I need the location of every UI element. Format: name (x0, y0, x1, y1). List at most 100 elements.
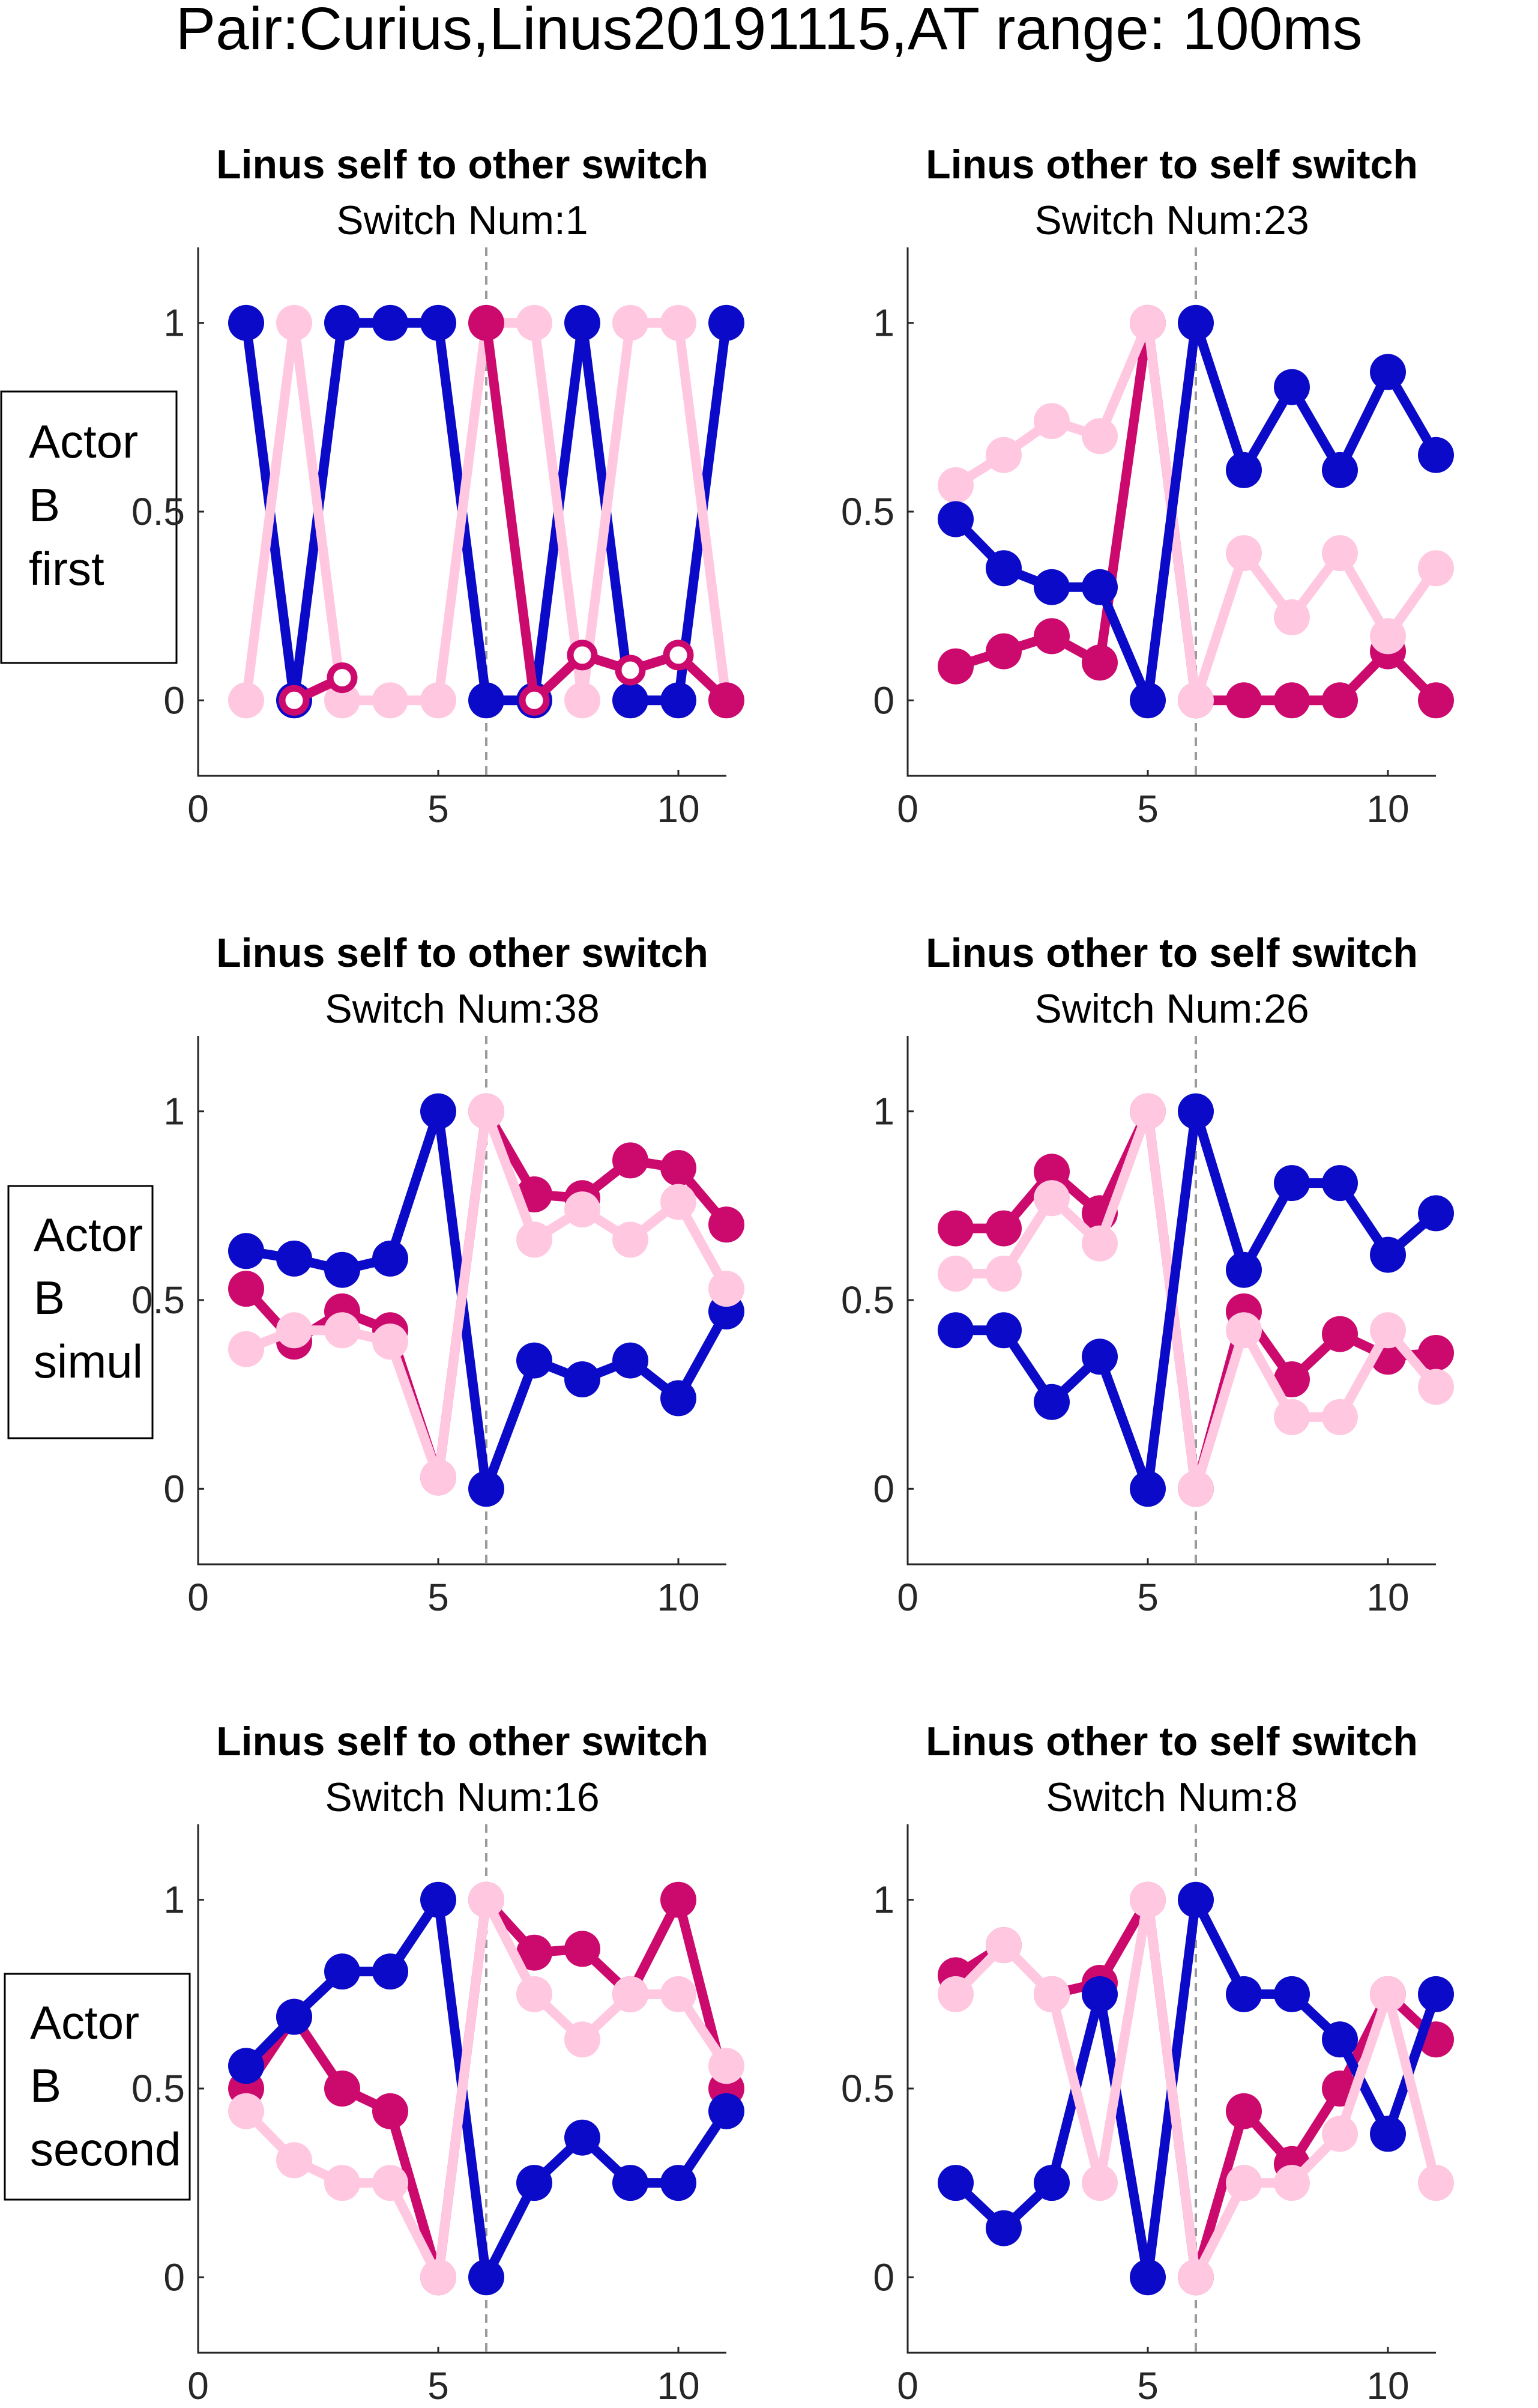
y-tick-label: 0 (873, 2255, 894, 2299)
data-point (279, 685, 310, 716)
data-point (1082, 2165, 1118, 2201)
data-point (1226, 1312, 1262, 1349)
panel-subtitle: Switch Num:16 (325, 1774, 599, 1820)
series-pink (938, 1881, 1454, 2296)
data-point (986, 2210, 1022, 2246)
data-point (519, 685, 550, 716)
data-point (1226, 535, 1262, 572)
data-point (1034, 618, 1070, 655)
series-blue (228, 1881, 744, 2296)
x-tick-label: 0 (187, 787, 209, 830)
panel-subtitle: Switch Num:26 (1034, 986, 1309, 1032)
data-point (1226, 2093, 1262, 2129)
y-tick-label: 0.5 (841, 490, 894, 533)
data-point (938, 1210, 974, 1247)
data-point (564, 1931, 600, 1967)
data-point (1082, 1339, 1118, 1375)
data-point (1274, 599, 1310, 635)
data-point (1130, 2259, 1166, 2296)
y-tick-label: 0 (873, 679, 894, 722)
data-point (324, 682, 360, 719)
data-point (1034, 2165, 1070, 2201)
data-point (1322, 1165, 1358, 1202)
data-point (1322, 1399, 1358, 1435)
data-point (1178, 1881, 1214, 1918)
panel-subtitle: Switch Num:38 (325, 986, 599, 1032)
data-point (1274, 1361, 1310, 1397)
data-point (938, 1256, 974, 1292)
panel-title: Linus self to other switch (216, 930, 708, 976)
data-point (1274, 1399, 1310, 1435)
data-point (372, 2165, 408, 2201)
data-point (276, 1998, 312, 2035)
data-point (1274, 1976, 1310, 2012)
data-point (660, 304, 696, 341)
panel-6: Linus other to self switch Switch Num:8 0 5… (841, 1719, 1454, 2407)
data-point (708, 2048, 744, 2084)
x-tick-label: 5 (427, 2364, 449, 2407)
data-point (612, 1221, 648, 1258)
x-tick-label: 10 (657, 1576, 699, 1619)
data-point (276, 304, 312, 341)
series-pink (228, 1093, 744, 1496)
data-point (938, 2165, 974, 2201)
x-tick-label: 10 (1366, 1576, 1409, 1619)
data-point (468, 1093, 504, 1130)
data-point (1082, 418, 1118, 455)
data-point (1370, 2116, 1406, 2152)
data-point (1130, 682, 1166, 719)
data-point (564, 1361, 600, 1397)
data-point (564, 682, 600, 719)
data-point (615, 655, 646, 686)
data-point (986, 1927, 1022, 1964)
data-point (420, 1459, 456, 1496)
data-point (986, 633, 1022, 670)
data-point (372, 304, 408, 341)
data-point (660, 1150, 696, 1186)
data-point (1322, 535, 1358, 572)
data-point (564, 304, 600, 341)
series-magenta (279, 304, 744, 719)
series-pink (938, 304, 1454, 719)
row-label-1-line-2: B (29, 479, 60, 531)
data-point (564, 1191, 600, 1228)
series-blue (938, 1881, 1454, 2296)
data-point (938, 501, 974, 537)
data-point (468, 1471, 504, 1507)
x-tick-label: 5 (1137, 787, 1159, 830)
row-label-1-line-1: Actor (29, 415, 138, 468)
y-tick-label: 0.5 (841, 2067, 894, 2110)
y-tick-label: 1 (873, 1090, 894, 1133)
panel-title: Linus other to self switch (926, 142, 1418, 187)
row-label-3-line-2: B (30, 2059, 61, 2112)
x-tick-label: 10 (1366, 2364, 1409, 2407)
data-point (228, 2093, 264, 2129)
row-label-2: Actor B simul (7, 1185, 154, 1439)
data-point (1034, 569, 1070, 605)
row-label-3-line-1: Actor (30, 1996, 139, 2049)
panel-5: Linus self to other switch Switch Num:16 0… (131, 1719, 744, 2407)
data-point (1322, 2116, 1358, 2152)
panel-subtitle: Switch Num:23 (1034, 198, 1309, 243)
data-point (1274, 2165, 1310, 2201)
data-point (324, 1312, 360, 1349)
data-point (986, 437, 1022, 473)
data-point (1130, 304, 1166, 341)
data-point (1370, 618, 1406, 655)
data-point (1418, 1195, 1454, 1232)
data-point (1370, 1312, 1406, 1349)
data-point (420, 2259, 456, 2296)
data-point (516, 1221, 552, 1258)
data-point (1034, 1976, 1070, 2012)
data-point (612, 2165, 648, 2201)
data-point (564, 2021, 600, 2058)
data-point (938, 648, 974, 685)
data-point (986, 1210, 1022, 1247)
row-label-3-line-3: second (30, 2123, 181, 2176)
row-label-1: Actor B first (0, 390, 178, 664)
data-point (1370, 1236, 1406, 1273)
panel-subtitle: Switch Num:1 (336, 198, 588, 243)
y-tick-label: 1 (163, 1090, 185, 1133)
data-point (372, 1323, 408, 1360)
data-point (1130, 1093, 1166, 1130)
